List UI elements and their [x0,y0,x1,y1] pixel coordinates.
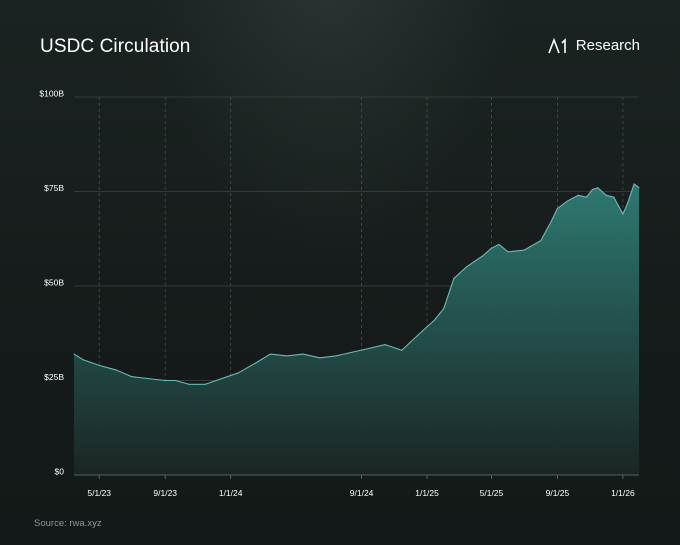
data-point [188,383,190,385]
data-point [605,194,607,196]
data-point [465,266,467,268]
data-point [269,353,271,355]
data-point [550,221,552,223]
data-point [567,200,569,202]
data-point [254,362,256,365]
y-tick-label: $25B [44,372,64,382]
data-point [556,207,559,210]
y-tick-label: $75B [44,183,64,193]
data-point [384,343,386,346]
a1-logo-icon [548,37,566,53]
data-point [613,196,615,198]
data-point [237,372,239,374]
x-tick-label: 1/1/26 [611,488,635,498]
data-point [433,319,436,321]
data-point [204,383,207,385]
x-tick-label: 9/1/25 [546,488,570,498]
data-point [417,334,419,336]
data-point [523,249,525,251]
data-point [597,187,599,189]
data-point [302,353,304,355]
data-point [443,308,445,310]
data-point [98,364,100,366]
y-tick-label: $100B [39,89,64,99]
data-point [82,359,84,361]
data-point [174,379,177,382]
data-point [482,255,484,257]
y-tick-label: $0 [55,467,65,477]
x-tick-label: 5/1/23 [87,488,111,498]
x-tick-label: 5/1/25 [480,488,504,498]
data-point [498,243,500,246]
data-point [591,189,593,191]
x-tick-label: 9/1/23 [153,488,177,498]
x-tick-label: 9/1/24 [350,488,374,498]
data-point [335,355,337,357]
data-point [220,378,223,380]
data-point [490,247,493,249]
data-point [622,213,624,215]
source-note: Source: rwa.xyz [34,518,102,529]
data-point [368,347,370,349]
data-point [351,351,354,353]
x-tick-label: 1/1/25 [415,488,439,498]
area-fill [74,183,639,475]
data-point [638,187,640,189]
data-point [164,379,166,382]
brand-logo: Research [548,37,640,54]
data-point [73,353,75,355]
data-point [286,355,288,357]
data-point [147,378,150,380]
data-point [585,196,588,198]
data-point [540,240,542,242]
data-point [633,183,635,185]
data-point [627,202,629,204]
data-point [453,277,455,280]
y-tick-label: $50B [44,278,64,288]
data-point [131,376,133,378]
data-point [319,357,321,359]
data-point [507,251,509,253]
x-tick-label: 1/1/24 [219,488,243,498]
data-point [401,349,403,351]
data-point [577,194,579,196]
axes: $0 $25B $50B $75B $100B 5/1/23 9/1/23 1/1/24 9/1… [39,89,639,498]
brand-name: Research [575,37,640,54]
series-line [73,183,640,385]
data-point [115,369,117,371]
series-area [73,183,640,475]
page-title: USDC Circulation [40,36,191,57]
